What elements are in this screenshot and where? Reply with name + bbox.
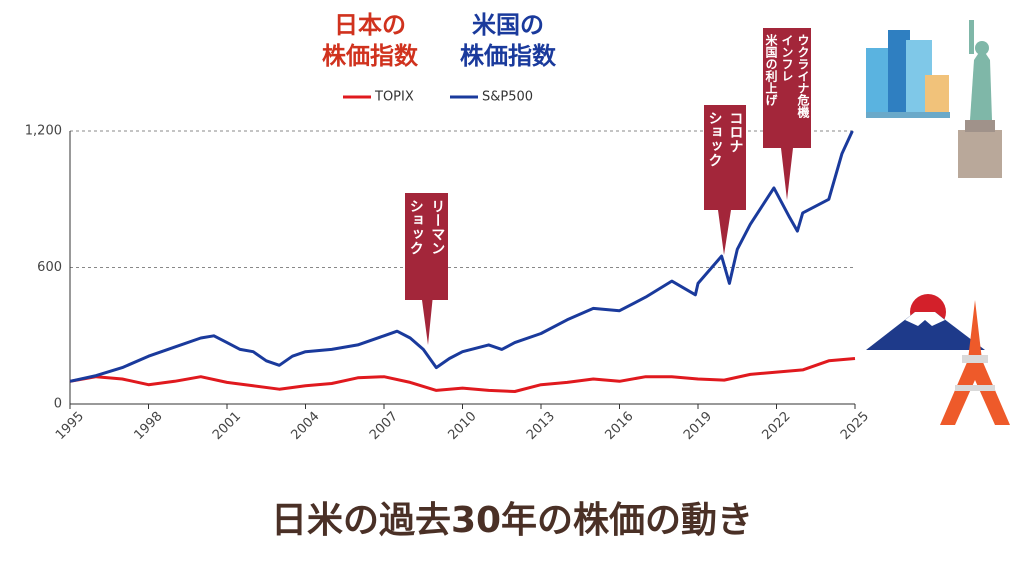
chart-title: 日米の過去30年の株価の動き — [271, 500, 753, 541]
x-tick-label: 2025 — [838, 409, 872, 443]
x-tick-label: 2010 — [445, 409, 479, 443]
annotation-text: コロナ — [728, 111, 744, 153]
annotation-box — [405, 193, 448, 345]
annotation-box — [763, 28, 811, 200]
legend-label: S&P500 — [482, 90, 533, 105]
x-tick-label: 1998 — [131, 409, 165, 443]
liberty-illustration — [958, 20, 1002, 178]
x-tick-label: 2007 — [367, 409, 401, 443]
header: 日本の株価指数 — [322, 11, 419, 70]
annotation-text: ショック — [408, 199, 424, 255]
series-line — [69, 357, 856, 393]
x-tick-label: 2019 — [681, 409, 715, 443]
y-tick-label: 0 — [54, 397, 62, 412]
y-tick-label: 600 — [37, 260, 62, 275]
x-tick-label: 2016 — [602, 409, 636, 443]
annotation-text: リーマン — [429, 199, 445, 255]
x-tick-label: 2001 — [210, 409, 244, 443]
x-tick-label: 2004 — [288, 409, 322, 443]
annotation-box — [704, 105, 746, 255]
x-tick-label: 2013 — [524, 409, 558, 443]
y-tick-label: 1,200 — [25, 124, 62, 139]
legend-label: TOPIX — [374, 90, 414, 105]
annotation-text: インフレ — [780, 34, 794, 82]
annotation-text: 米国の利上げ — [764, 33, 778, 107]
fuji-illustration — [866, 294, 985, 350]
header: 米国の株価指数 — [460, 11, 557, 70]
annotation-text: ウクライナ危機 — [796, 34, 810, 119]
x-tick-label: 2022 — [759, 409, 793, 443]
city-illustration — [866, 30, 950, 118]
series-line — [69, 130, 854, 383]
tower-illustration — [940, 300, 1010, 425]
annotation-text: ショック — [707, 111, 723, 167]
x-tick-label: 1995 — [53, 409, 87, 443]
